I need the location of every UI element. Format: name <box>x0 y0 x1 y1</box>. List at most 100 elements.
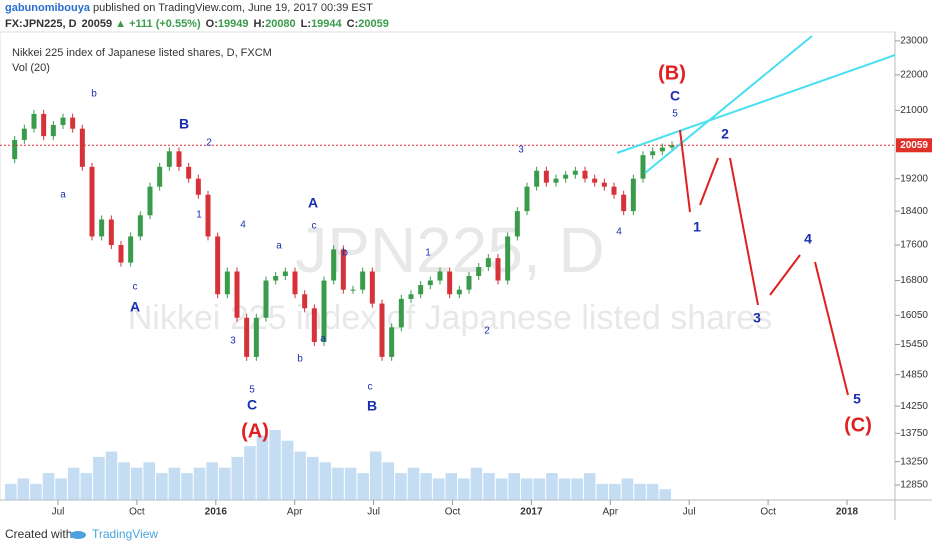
volume-bar <box>646 483 659 500</box>
volume-bar <box>168 467 181 500</box>
candle-body <box>311 308 317 342</box>
ohlc-value: 19949 <box>218 18 249 30</box>
candle-body <box>31 113 37 129</box>
candle-body <box>563 174 569 179</box>
volume-bar <box>634 483 646 500</box>
candle-body <box>398 298 404 328</box>
volume-bar <box>269 430 281 500</box>
volume-bar <box>218 467 231 500</box>
candle-body <box>137 215 143 237</box>
candle-body <box>601 182 607 187</box>
price: 20059 <box>82 18 113 30</box>
candle-body <box>273 276 279 281</box>
volume-bar <box>483 473 495 500</box>
volume-bar <box>332 467 344 500</box>
candle-body <box>302 294 308 309</box>
volume-bar <box>67 467 80 500</box>
y-tick-label: 15450 <box>900 339 928 350</box>
y-tick-label: 14850 <box>900 369 928 380</box>
candle-body <box>166 151 172 167</box>
ohlc-key: L: <box>301 18 311 30</box>
author[interactable]: gabunomibouya <box>5 2 91 14</box>
wave-label: (C) <box>844 414 872 436</box>
wave-label: 3 <box>230 336 236 347</box>
candle-body <box>659 147 665 152</box>
candle-body <box>592 178 598 183</box>
candle-body <box>505 236 511 281</box>
y-tick-label: 13250 <box>900 456 928 467</box>
volume-bar <box>181 473 193 500</box>
arrow <box>679 129 691 213</box>
candle-body <box>553 178 559 183</box>
x-tick-label: Apr <box>603 507 619 518</box>
wave-label: 3 <box>753 310 761 326</box>
candle-body <box>244 317 250 357</box>
wave-label: 2 <box>484 326 490 337</box>
candle-body <box>99 219 105 237</box>
candle-body <box>234 271 240 318</box>
volume-bar <box>407 467 420 500</box>
volume-bar <box>5 483 17 500</box>
candle-body <box>50 124 56 137</box>
candle-body <box>12 139 18 160</box>
footer-brand[interactable]: TradingView <box>92 527 158 541</box>
x-tick-label: Apr <box>287 507 303 518</box>
wave-label: 5 <box>853 391 861 407</box>
candle-body <box>79 128 85 167</box>
volume-bar <box>93 456 105 500</box>
wave-label: 4 <box>804 231 812 247</box>
y-tick-label: 12850 <box>900 480 928 491</box>
candle-body <box>21 128 27 140</box>
volume-bar <box>30 483 42 500</box>
y-tick-label: 13750 <box>900 428 928 439</box>
candle-body <box>572 170 578 175</box>
volume-bar <box>558 478 571 500</box>
candle-body <box>437 271 443 281</box>
candle-body <box>70 117 76 129</box>
wave-label: B <box>179 116 189 132</box>
wave-label: C <box>247 397 257 413</box>
volume-bar <box>533 478 546 500</box>
wave-label: C <box>670 88 680 104</box>
volume-bar <box>344 467 357 500</box>
wave-label: b <box>342 248 348 259</box>
candle-body <box>534 170 540 187</box>
wave-label: A <box>308 195 318 211</box>
candle-body <box>215 236 221 295</box>
candle-body <box>669 145 675 148</box>
arrow <box>699 157 719 206</box>
price-tag-label: 20059 <box>900 140 928 151</box>
y-tick-label: 22000 <box>900 69 928 80</box>
volume-bar <box>495 478 508 500</box>
wave-label: 1 <box>425 248 431 259</box>
candle-body <box>292 271 298 295</box>
volume-bar <box>206 462 218 500</box>
candle-body <box>389 327 395 357</box>
candle-body <box>447 271 453 295</box>
candle-body <box>360 271 366 290</box>
candle-body <box>456 289 462 295</box>
chart-title: Nikkei 225 index of Japanese listed shar… <box>12 47 272 59</box>
wave-label: b <box>297 354 303 365</box>
wave-label: c <box>133 282 138 293</box>
candle-body <box>408 294 414 299</box>
candle-body <box>118 245 124 263</box>
wave-label: 4 <box>240 220 246 231</box>
volume-bar <box>42 473 55 500</box>
candle-body <box>60 117 66 125</box>
wave-label: c <box>312 221 317 232</box>
candle-body <box>224 271 230 295</box>
candle-body <box>418 285 424 295</box>
volume-bar <box>294 451 307 500</box>
x-tick-label: Oct <box>445 507 461 518</box>
wave-label: 5 <box>249 385 255 396</box>
volume-bar <box>395 473 407 500</box>
wave-label: (A) <box>241 420 269 442</box>
x-tick-label: Oct <box>129 507 145 518</box>
trend-line <box>644 35 813 174</box>
ohlc-key: O: <box>206 18 218 30</box>
candle-body <box>350 289 356 291</box>
candle-body <box>195 178 201 195</box>
candle-body <box>253 317 259 357</box>
candle-body <box>205 194 211 237</box>
